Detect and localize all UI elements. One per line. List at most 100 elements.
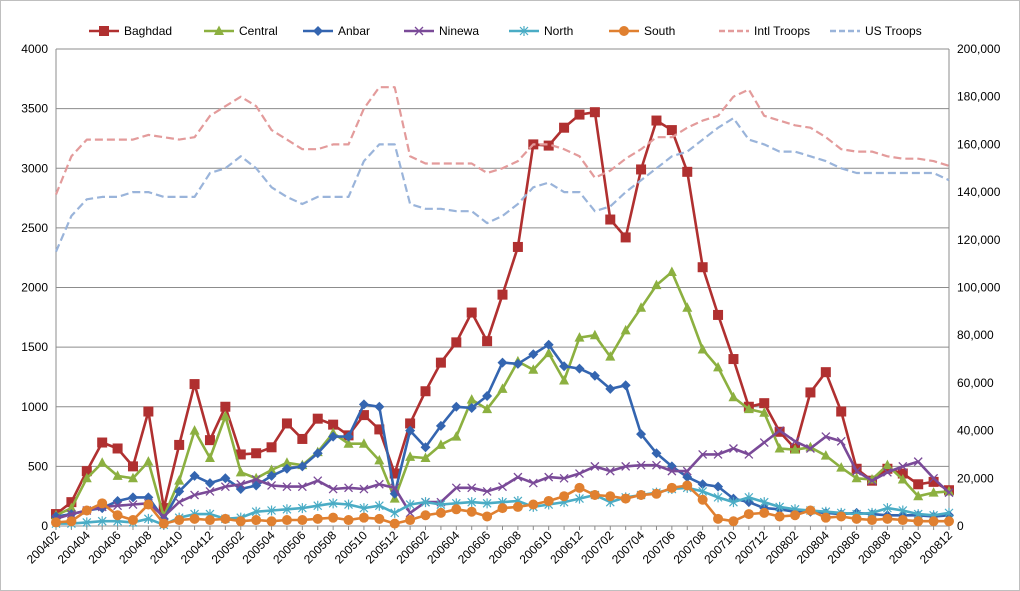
data-point-baghdad	[451, 337, 462, 348]
x-tick-label: 200404	[55, 528, 93, 566]
data-point-central	[805, 441, 816, 452]
data-point-central	[220, 410, 231, 421]
data-point-north	[744, 492, 754, 503]
data-point-anbar	[620, 380, 631, 391]
legend-item-south: South	[609, 24, 675, 38]
data-point-ninewa	[590, 461, 600, 471]
data-point-ninewa	[220, 482, 230, 492]
data-point-baghdad	[574, 109, 585, 120]
data-point-baghdad	[97, 437, 108, 448]
data-point-south	[805, 505, 816, 516]
data-point-baghdad	[251, 448, 262, 459]
data-point-anbar	[251, 480, 262, 491]
data-point-anbar	[143, 492, 154, 503]
left-y-tick-label: 3500	[21, 102, 48, 116]
data-point-south	[374, 513, 385, 524]
data-point-baghdad	[204, 435, 215, 446]
data-point-ninewa	[344, 483, 353, 493]
legend-marker-north	[519, 26, 529, 36]
legend-item-anbar: Anbar	[303, 24, 370, 38]
data-point-baghdad	[820, 367, 831, 378]
legend-item-intl-troops: Intl Troops	[719, 24, 810, 38]
data-point-anbar	[297, 461, 308, 472]
data-point-south	[143, 499, 154, 510]
data-point-ninewa	[698, 449, 708, 459]
data-point-north	[713, 492, 723, 503]
data-point-ninewa	[790, 436, 800, 446]
data-point-baghdad	[220, 401, 231, 412]
data-point-south	[666, 482, 677, 493]
legend-label-baghdad: Baghdad	[124, 24, 172, 38]
data-point-ninewa	[575, 469, 584, 478]
data-point-ninewa	[297, 482, 307, 492]
data-point-south	[559, 491, 570, 502]
data-point-ninewa	[374, 479, 384, 489]
data-point-south	[235, 516, 246, 527]
data-point-north	[944, 507, 954, 518]
left-y-tick-label: 4000	[21, 42, 48, 56]
data-point-south	[405, 515, 416, 526]
left-y-tick-label: 1500	[21, 340, 48, 354]
data-point-ninewa	[313, 476, 323, 486]
data-point-north	[82, 517, 92, 528]
data-point-central	[358, 438, 369, 448]
data-point-anbar	[528, 349, 539, 360]
data-point-north	[390, 507, 400, 518]
data-point-central	[759, 407, 770, 417]
legend-label-intl-troops: Intl Troops	[754, 24, 810, 38]
data-point-baghdad	[682, 166, 693, 177]
data-point-south	[189, 513, 200, 524]
data-point-baghdad	[605, 214, 616, 225]
data-point-south	[589, 489, 600, 500]
x-tick-label: 200502	[209, 528, 247, 566]
legend-marker-ninewa	[414, 26, 424, 36]
data-point-central	[543, 347, 554, 358]
data-point-ninewa	[944, 488, 954, 498]
data-point-baghdad	[281, 418, 292, 429]
data-point-baghdad	[482, 336, 493, 347]
data-point-baghdad	[435, 357, 446, 368]
data-point-anbar	[127, 492, 138, 503]
data-point-central	[204, 452, 215, 463]
legend-item-ninewa: Ninewa	[404, 24, 479, 38]
data-point-baghdad	[127, 461, 138, 472]
data-point-central	[343, 438, 354, 448]
data-point-south	[913, 516, 924, 527]
data-point-central	[143, 456, 154, 466]
series-line-anbar	[55, 343, 950, 521]
data-point-ninewa	[929, 473, 939, 483]
data-point-north	[251, 506, 261, 517]
x-tick-label: 200802	[763, 528, 801, 566]
x-tick-label: 200512	[363, 528, 401, 566]
data-point-central	[559, 375, 570, 385]
data-point-anbar	[636, 429, 647, 440]
data-point-anbar	[328, 431, 339, 442]
data-point-south	[297, 515, 308, 526]
data-point-south	[451, 504, 462, 515]
data-point-central	[482, 403, 493, 414]
x-tick-label: 200702	[578, 528, 616, 566]
data-point-ninewa	[759, 438, 769, 447]
data-point-central	[666, 266, 677, 276]
data-point-north	[297, 503, 307, 514]
data-point-south	[620, 493, 631, 504]
data-point-central	[682, 302, 693, 312]
x-tick-label: 200610	[517, 528, 555, 566]
x-tick-label: 200412	[178, 528, 216, 566]
legend-marker-south	[619, 26, 629, 36]
data-point-anbar	[605, 383, 616, 394]
left-y-tick-label: 2500	[21, 221, 48, 235]
data-point-ninewa	[405, 508, 415, 518]
data-point-north	[374, 500, 384, 511]
data-point-anbar	[451, 401, 462, 412]
data-point-baghdad	[713, 309, 724, 320]
data-point-south	[790, 510, 801, 521]
data-point-south	[543, 495, 554, 506]
data-point-baghdad	[620, 232, 631, 243]
data-point-baghdad	[697, 262, 708, 273]
data-point-anbar	[358, 399, 369, 410]
right-y-tick-label: 0	[957, 519, 964, 533]
data-point-ninewa	[251, 475, 261, 484]
data-point-ninewa	[467, 483, 477, 493]
data-point-central	[882, 459, 893, 470]
